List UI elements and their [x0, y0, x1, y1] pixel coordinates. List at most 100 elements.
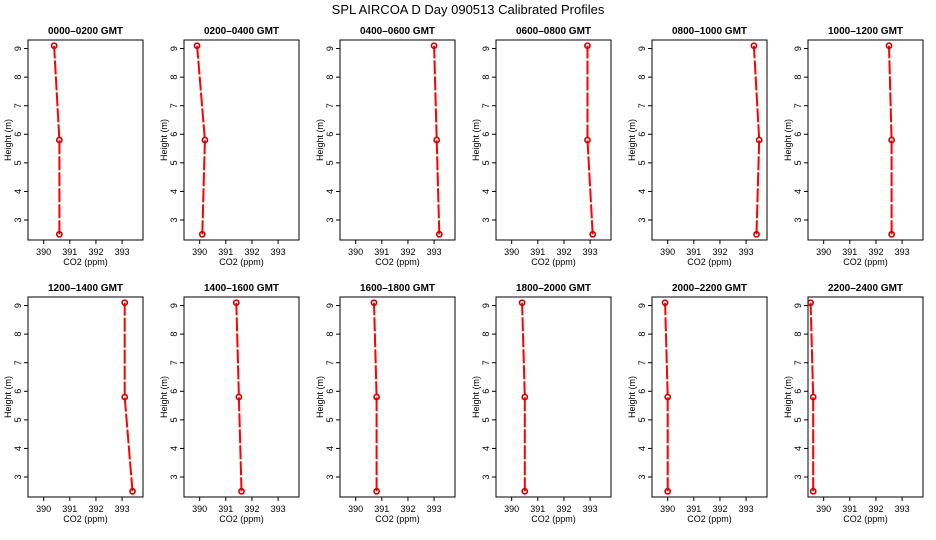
- x-tick-label: 392: [88, 504, 103, 514]
- y-axis-label: Height (m): [471, 376, 481, 418]
- panel-title: 0600–0800 GMT: [516, 26, 591, 37]
- x-tick-label: 391: [842, 504, 857, 514]
- plot-frame: [495, 296, 612, 498]
- x-tick-label: 391: [842, 247, 857, 257]
- y-tick-label: 7: [169, 103, 179, 108]
- figure-title: SPL AIRCOA D Day 090513 Calibrated Profi…: [331, 2, 605, 17]
- y-tick-label: 7: [169, 360, 179, 365]
- y-tick-label: 4: [169, 446, 179, 451]
- x-tick-label: 392: [868, 504, 883, 514]
- panel-title: 0400–0600 GMT: [360, 26, 435, 37]
- profile-line: [123, 302, 134, 492]
- y-tick-label: 4: [793, 446, 803, 451]
- x-tick-label: 390: [192, 247, 207, 257]
- x-axis-label: CO2 (ppm): [219, 514, 264, 524]
- y-tick-label: 7: [637, 103, 647, 108]
- plot-frame: [339, 296, 456, 498]
- x-tick-label: 390: [816, 247, 831, 257]
- plot-frame: [495, 39, 612, 241]
- panel: 0400–0600 GMT 390 391 392 393 CO2 (ppm) 3 4 5 6 7 8…: [315, 26, 456, 267]
- y-tick-label: 5: [481, 160, 491, 165]
- y-tick-label: 5: [637, 417, 647, 422]
- y-tick-label: 5: [325, 417, 335, 422]
- y-tick-label: 6: [637, 132, 647, 137]
- panel: 0000–0200 GMT 390 391 392 393 CO2 (ppm) 3 4 5 6 7 8…: [3, 26, 144, 267]
- y-tick-label: 9: [13, 303, 23, 308]
- x-tick-label: 391: [62, 247, 77, 257]
- panel: 2200–2400 GMT 390 391 392 393 CO2 (ppm) 3 4 5 6 7 8…: [783, 283, 924, 524]
- data-point: [433, 136, 441, 144]
- y-axis-label: Height (m): [159, 119, 169, 161]
- y-tick-label: 4: [637, 446, 647, 451]
- x-axis-label: CO2 (ppm): [531, 514, 576, 524]
- y-axis-label: Height (m): [3, 119, 13, 161]
- x-axis-label: CO2 (ppm): [531, 257, 576, 267]
- data-point: [661, 299, 669, 307]
- data-point: [664, 487, 672, 495]
- x-tick-label: 393: [739, 247, 754, 257]
- y-tick-label: 3: [13, 217, 23, 222]
- x-axis-label: CO2 (ppm): [687, 257, 732, 267]
- x-axis-label: CO2 (ppm): [843, 257, 888, 267]
- y-tick-label: 6: [793, 132, 803, 137]
- plot-frame: [183, 296, 300, 498]
- x-tick-label: 390: [660, 504, 675, 514]
- y-tick-label: 7: [13, 103, 23, 108]
- y-tick-label: 6: [169, 389, 179, 394]
- data-point: [232, 299, 240, 307]
- y-tick-label: 8: [481, 75, 491, 80]
- plot-frame: [651, 296, 768, 498]
- y-tick-label: 7: [637, 360, 647, 365]
- panel: 0600–0800 GMT 390 391 392 393 CO2 (ppm) 3 4 5 6 7 8…: [471, 26, 612, 267]
- x-tick-label: 393: [115, 504, 130, 514]
- data-point: [885, 42, 893, 50]
- profile-line: [53, 45, 61, 235]
- panel: 1000–1200 GMT 390 391 392 393 CO2 (ppm) 3 4 5 6 7 8…: [783, 26, 924, 267]
- y-tick-label: 7: [325, 103, 335, 108]
- y-tick-label: 9: [325, 303, 335, 308]
- panel-title: 1000–1200 GMT: [828, 26, 903, 37]
- x-tick-label: 393: [895, 247, 910, 257]
- data-point: [55, 230, 63, 238]
- profile-line: [433, 45, 441, 235]
- y-tick-label: 6: [13, 389, 23, 394]
- x-tick-label: 391: [530, 247, 545, 257]
- x-tick-label: 390: [36, 247, 51, 257]
- x-tick-label: 393: [583, 247, 598, 257]
- y-tick-label: 6: [325, 132, 335, 137]
- x-tick-label: 390: [504, 504, 519, 514]
- y-tick-label: 5: [637, 160, 647, 165]
- profile-line: [752, 45, 761, 235]
- y-axis-label: Height (m): [627, 376, 637, 418]
- data-point: [55, 136, 63, 144]
- x-tick-label: 391: [686, 504, 701, 514]
- y-tick-label: 9: [481, 303, 491, 308]
- y-tick-label: 8: [13, 332, 23, 337]
- x-tick-label: 393: [427, 504, 442, 514]
- data-point: [888, 230, 896, 238]
- profile-line: [809, 302, 815, 492]
- data-point: [373, 487, 380, 495]
- data-point: [753, 230, 760, 238]
- x-tick-label: 390: [504, 247, 519, 257]
- plot-frame: [651, 39, 768, 241]
- y-tick-label: 9: [325, 46, 335, 51]
- data-point: [235, 393, 243, 401]
- y-axis-label: Height (m): [159, 376, 169, 418]
- x-tick-label: 390: [816, 504, 831, 514]
- y-tick-label: 5: [793, 417, 803, 422]
- data-point: [370, 299, 378, 307]
- data-point: [521, 393, 529, 401]
- panel-title: 1600–1800 GMT: [360, 283, 435, 294]
- y-tick-label: 6: [793, 389, 803, 394]
- y-tick-label: 4: [325, 189, 335, 194]
- panel-title: 0000–0200 GMT: [48, 26, 123, 37]
- panel-title: 0800–1000 GMT: [672, 26, 747, 37]
- y-tick-label: 3: [637, 474, 647, 479]
- y-tick-label: 8: [169, 332, 179, 337]
- y-tick-label: 8: [325, 332, 335, 337]
- panel: 0200–0400 GMT 390 391 392 393 CO2 (ppm) 3 4 5 6 7 8…: [159, 26, 300, 267]
- y-tick-label: 5: [793, 160, 803, 165]
- data-point: [750, 42, 758, 50]
- x-tick-label: 391: [374, 247, 389, 257]
